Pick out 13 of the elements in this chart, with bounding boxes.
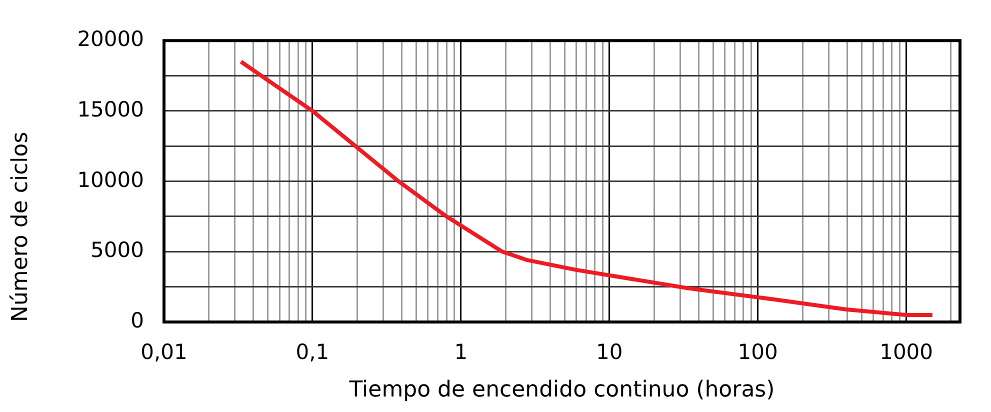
y-tick-label: 20000 [77, 27, 144, 52]
y-tick-label: 15000 [77, 97, 144, 122]
y-tick-label: 5000 [90, 238, 144, 262]
x-tick-label: 1000 [880, 340, 934, 364]
x-tick-label: 100 [738, 340, 778, 364]
x-tick-label: 0,01 [140, 340, 188, 364]
x-tick-label: 1 [454, 340, 468, 364]
x-tick-label: 10 [596, 340, 623, 364]
y-tick-label: 0 [130, 308, 144, 332]
x-tick-label: 0,1 [296, 340, 330, 364]
y-tick-label: 10000 [77, 168, 144, 192]
x-axis-title: Tiempo de encendido continuo (horas) [348, 378, 775, 403]
y-axis-title: Número de ciclos [8, 132, 33, 322]
